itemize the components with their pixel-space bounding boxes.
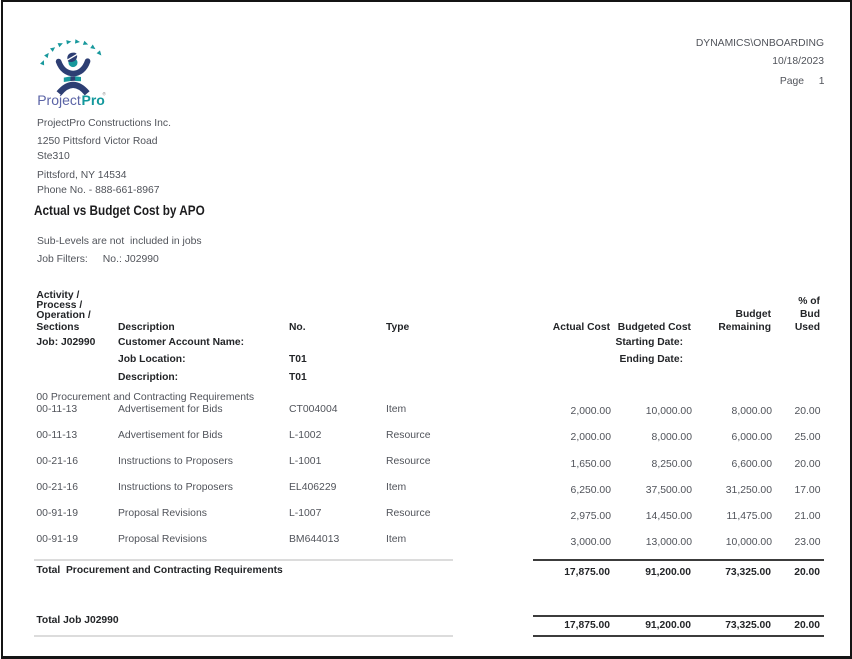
- svg-text:Project: Project: [37, 92, 81, 108]
- svg-text:®: ®: [103, 91, 107, 96]
- svg-text:Pro: Pro: [82, 92, 105, 108]
